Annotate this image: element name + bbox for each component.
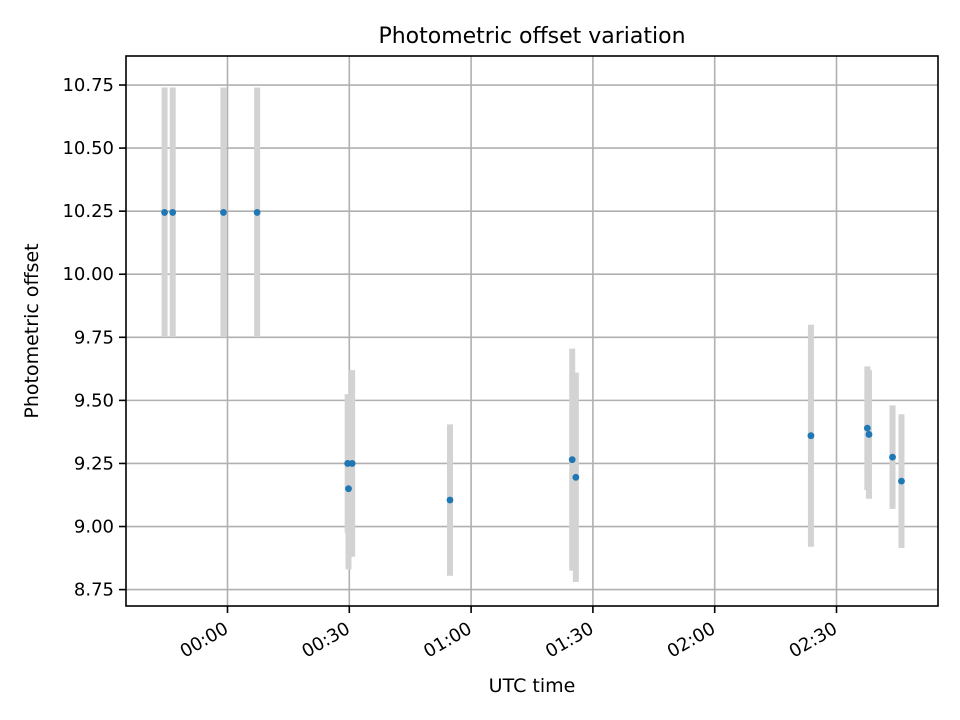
data-point	[572, 473, 580, 481]
data-point	[446, 496, 454, 504]
x-tick-label: 01:00	[420, 618, 475, 662]
x-tick-label: 02:00	[664, 618, 719, 662]
data-point	[568, 456, 576, 464]
plot-frame	[125, 55, 939, 607]
data-point	[898, 477, 905, 485]
data-point	[345, 485, 352, 493]
data-point	[807, 432, 815, 440]
grid-layer	[126, 56, 938, 606]
errorbar-layer	[161, 87, 905, 583]
y-tick-label: 9.00	[74, 517, 114, 538]
x-tick-label: 00:30	[298, 618, 353, 662]
y-tick-label: 10.75	[62, 75, 114, 96]
y-axis-label: Photometric offset	[21, 243, 43, 418]
data-point	[863, 424, 871, 432]
y-tick-label: 10.00	[62, 264, 114, 285]
data-point	[865, 431, 873, 438]
data-point	[220, 209, 227, 216]
x-tick-label: 01:30	[542, 618, 597, 662]
y-tick-label: 10.25	[62, 201, 114, 222]
point-layer	[161, 209, 905, 504]
y-tick-label: 9.50	[74, 390, 114, 411]
y-tick-label: 8.75	[74, 580, 114, 601]
data-point	[169, 209, 177, 216]
x-tick-label: 02:30	[786, 618, 841, 662]
data-point	[161, 209, 168, 216]
data-point	[348, 460, 356, 467]
x-tick-label: 00:00	[177, 618, 232, 662]
data-point	[889, 453, 896, 461]
y-tick-label: 9.75	[74, 327, 114, 348]
data-point	[253, 209, 261, 216]
x-axis-label: UTC time	[489, 675, 576, 697]
chart-title: Photometric offset variation	[378, 24, 685, 49]
y-tick-label: 10.50	[62, 138, 114, 159]
y-tick-label: 9.25	[74, 453, 114, 474]
